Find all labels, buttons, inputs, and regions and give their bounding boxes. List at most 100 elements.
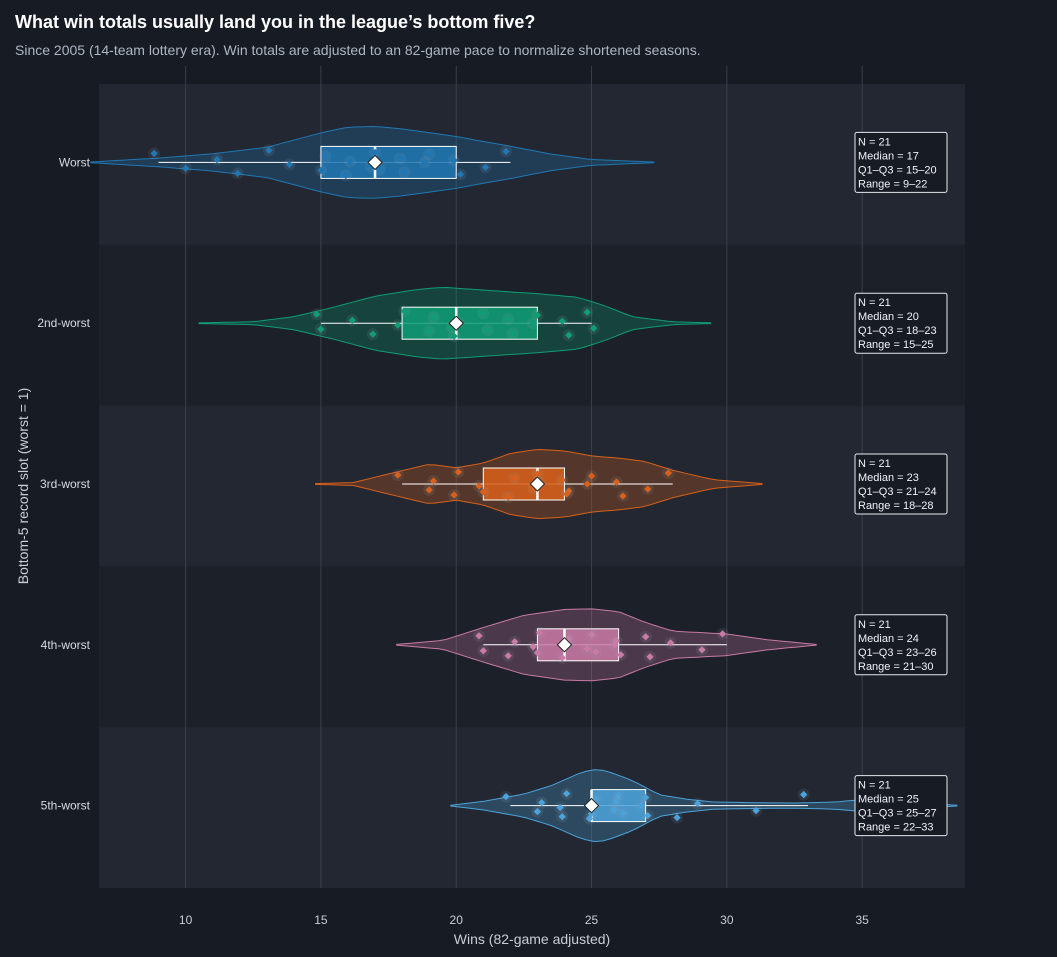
- data-point: [752, 806, 760, 815]
- category-labels: Worst 2nd-worst 3rd-worst 4th-worst 5th-wors…: [37, 155, 90, 812]
- stats-box: [854, 131, 948, 193]
- data-point: [348, 316, 356, 324]
- data-point: [698, 646, 706, 654]
- category-label: 3rd-worst: [40, 477, 91, 491]
- data-point: [504, 493, 512, 501]
- stats-box: [854, 453, 948, 515]
- x-tick-labels: 10 15 20 25 30 35: [179, 913, 869, 927]
- data-point: [619, 808, 627, 817]
- data-point: [475, 632, 483, 640]
- stats-n: N = 21: [858, 458, 891, 470]
- data-point: [610, 805, 618, 814]
- stats-range: Range = 22–33: [858, 822, 934, 834]
- stats-n: N = 21: [858, 297, 891, 309]
- category-label: 4th-worst: [41, 638, 91, 652]
- violin-group-3: N = 21 Median = 23 Q1–Q3 = 21–24 Range = 18…: [315, 448, 948, 520]
- data-point: [666, 639, 675, 647]
- data-point: [587, 631, 596, 639]
- x-axis-title: Wins (82-game adjusted): [454, 931, 610, 947]
- data-point: [612, 478, 621, 486]
- data-point: [150, 149, 158, 158]
- data-point: [646, 653, 654, 661]
- x-tick-label: 15: [314, 913, 328, 927]
- data-point: [614, 791, 623, 800]
- stats-iqr: Q1–Q3 = 25–27: [858, 808, 937, 820]
- stats-n: N = 21: [858, 780, 891, 792]
- stats-n: N = 21: [858, 619, 891, 631]
- data-point: [450, 332, 458, 340]
- data-point: [641, 793, 650, 802]
- data-point: [529, 643, 537, 651]
- data-point: [673, 813, 681, 822]
- data-point: [558, 654, 566, 662]
- data-point: [475, 482, 483, 490]
- data-point: [583, 308, 591, 316]
- stats-box: [854, 292, 948, 354]
- data-point: [592, 648, 600, 656]
- data-point: [483, 326, 492, 334]
- data-point: [558, 476, 566, 484]
- stats-range: Range = 18–28: [858, 500, 934, 512]
- mean-marker: [583, 797, 600, 814]
- data-point: [504, 315, 512, 323]
- data-point: [693, 799, 702, 808]
- data-point: [450, 491, 458, 499]
- stats-median: Median = 17: [858, 150, 919, 162]
- violin-group-2: N = 21 Median = 20 Q1–Q3 = 18–23 Range = 15…: [198, 286, 948, 360]
- data-point: [533, 649, 542, 657]
- category-label: 2nd-worst: [37, 316, 90, 330]
- stats-iqr: Q1–Q3 = 23–26: [858, 647, 937, 659]
- stats-iqr: Q1–Q3 = 21–24: [858, 486, 937, 498]
- data-point: [664, 469, 673, 477]
- data-point: [312, 310, 321, 318]
- mean-marker: [556, 637, 573, 653]
- mean-marker: [367, 154, 383, 171]
- data-point: [562, 490, 571, 498]
- stats-median: Median = 20: [858, 311, 919, 323]
- data-point: [637, 801, 645, 810]
- data-point: [479, 309, 487, 317]
- data-point: [425, 327, 433, 335]
- data-point: [233, 169, 242, 178]
- category-label: Worst: [59, 155, 91, 169]
- stats-range: Range = 21–30: [858, 661, 934, 673]
- data-point: [583, 645, 591, 653]
- data-point: [369, 330, 377, 338]
- data-point: [558, 317, 566, 325]
- iqr-box: [536, 628, 620, 662]
- data-point: [425, 486, 433, 494]
- data-point: [529, 319, 537, 327]
- data-point: [429, 313, 438, 321]
- violin-group-4: N = 21 Median = 24 Q1–Q3 = 23–26 Range = 21…: [396, 608, 948, 682]
- chart-title: What win totals usually land you in the …: [15, 12, 536, 32]
- data-point: [394, 321, 402, 329]
- stats-median: Median = 23: [858, 472, 919, 484]
- iqr-box: [482, 467, 565, 501]
- data-point: [565, 331, 573, 339]
- data-point: [321, 152, 329, 161]
- data-point: [533, 807, 542, 816]
- data-point: [583, 480, 591, 488]
- data-point: [644, 811, 652, 820]
- data-point: [479, 647, 487, 655]
- data-point: [394, 471, 402, 479]
- data-point: [504, 652, 512, 660]
- data-point: [533, 311, 542, 319]
- violin-group-5: N = 21 Median = 25 Q1–Q3 = 25–27 Range = 22…: [450, 769, 958, 843]
- stats-median: Median = 24: [858, 633, 919, 645]
- stats-box: [854, 775, 948, 837]
- stats-range: Range = 9–22: [858, 178, 927, 190]
- iqr-box: [320, 145, 457, 179]
- row-band: [99, 84, 965, 245]
- stats-iqr: Q1–Q3 = 18–23: [858, 325, 937, 337]
- row-band: [99, 727, 965, 888]
- data-point: [644, 485, 652, 493]
- data-point: [535, 629, 544, 637]
- stats-median: Median = 25: [858, 794, 919, 806]
- chart-subtitle: Since 2005 (14-team lottery era). Win to…: [15, 42, 701, 58]
- data-point: [533, 470, 542, 478]
- data-point: [718, 630, 727, 638]
- data-point: [556, 803, 564, 812]
- stats-box: [854, 614, 948, 676]
